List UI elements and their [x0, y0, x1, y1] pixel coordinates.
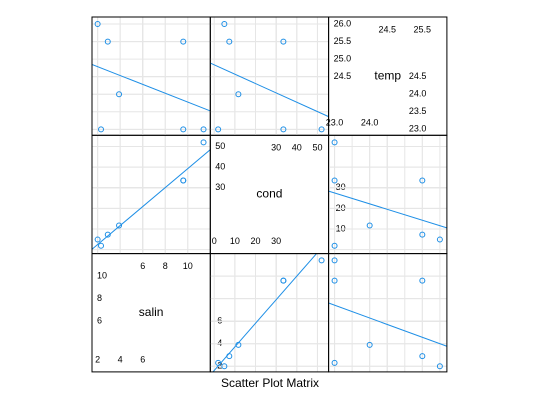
point	[331, 277, 338, 284]
panel	[210, 17, 329, 136]
tick-label: 20	[251, 236, 261, 246]
point	[98, 242, 105, 249]
point	[94, 236, 101, 243]
tick-label: 23.5	[409, 106, 427, 116]
panel-border	[328, 16, 448, 136]
point	[226, 38, 233, 45]
regression-line	[92, 63, 211, 112]
tick-label: 6	[140, 354, 145, 364]
tick-label: 24.0	[409, 89, 427, 99]
point	[318, 126, 325, 133]
regression-line	[328, 302, 447, 347]
point	[419, 231, 426, 238]
tick-label: 10	[230, 236, 240, 246]
point	[436, 236, 443, 243]
point	[436, 363, 443, 370]
point	[280, 126, 287, 133]
tick-label: 30	[271, 236, 281, 246]
variable-name: salin	[139, 305, 164, 319]
tick-label: 2	[217, 361, 222, 371]
panel	[92, 135, 211, 254]
tick-label: 50	[215, 141, 225, 151]
point	[104, 38, 111, 45]
point	[235, 341, 242, 348]
tick-label: 10	[183, 261, 193, 271]
point	[104, 231, 111, 238]
point	[366, 222, 373, 229]
panel	[328, 135, 447, 254]
point	[215, 126, 222, 133]
point	[419, 277, 426, 284]
tick-label: 50	[312, 143, 322, 153]
tick-label: 30	[271, 143, 281, 153]
point	[221, 21, 228, 28]
point	[366, 341, 373, 348]
tick-label: 40	[215, 161, 225, 171]
tick-label: 10	[336, 223, 346, 233]
tick-label: 4	[118, 354, 123, 364]
point	[221, 363, 228, 370]
panel-border	[91, 16, 211, 136]
panel	[92, 17, 211, 136]
point	[180, 38, 187, 45]
point	[318, 257, 325, 264]
point	[419, 353, 426, 360]
regression-line	[212, 253, 318, 372]
tick-label: 8	[163, 261, 168, 271]
tick-label: 30	[215, 182, 225, 192]
tick-label: 6	[97, 316, 102, 326]
point	[331, 177, 338, 184]
tick-label: 2	[95, 354, 100, 364]
variable-name: temp	[374, 68, 401, 82]
point	[419, 177, 426, 184]
tick-label: 20	[336, 203, 346, 213]
panel-border	[209, 16, 330, 136]
tick-label: 40	[292, 143, 302, 153]
point	[215, 359, 222, 366]
tick-label: 23.0	[326, 118, 344, 128]
tick-label: 6	[140, 261, 145, 271]
tick-label: 26.0	[334, 18, 352, 28]
point	[226, 353, 233, 360]
regression-line	[92, 149, 211, 250]
point	[98, 126, 105, 133]
point	[331, 257, 338, 264]
variable-name: cond	[256, 187, 282, 201]
tick-label: 23.0	[409, 124, 427, 134]
tick-label: 4	[217, 338, 222, 348]
panel-border	[328, 253, 448, 373]
tick-label: 30	[336, 182, 346, 192]
point	[116, 91, 123, 98]
point	[200, 139, 207, 146]
point	[331, 359, 338, 366]
tick-label: 24.5	[334, 71, 352, 81]
panel-border	[328, 134, 448, 255]
point	[116, 222, 123, 229]
panel	[210, 253, 329, 372]
regression-line	[328, 190, 447, 229]
tick-label: 25.5	[414, 24, 432, 34]
point	[331, 139, 338, 146]
point	[235, 91, 242, 98]
tick-label: 0	[212, 236, 217, 246]
point	[280, 38, 287, 45]
chart-title: Scatter Plot Matrix	[221, 376, 319, 390]
panel	[328, 253, 447, 372]
point	[180, 177, 187, 184]
tick-label: 8	[97, 293, 102, 303]
tick-label: 24.5	[378, 24, 396, 34]
tick-label: 24.0	[361, 118, 379, 128]
point	[200, 126, 207, 133]
tick-label: 10	[97, 271, 107, 281]
point	[94, 21, 101, 28]
point	[280, 277, 287, 284]
tick-label: 6	[217, 316, 222, 326]
regression-line	[210, 62, 329, 118]
tick-label: 25.5	[334, 36, 352, 46]
point	[331, 242, 338, 249]
tick-label: 24.5	[409, 71, 427, 81]
point	[180, 126, 187, 133]
tick-label: 25.0	[334, 53, 352, 63]
